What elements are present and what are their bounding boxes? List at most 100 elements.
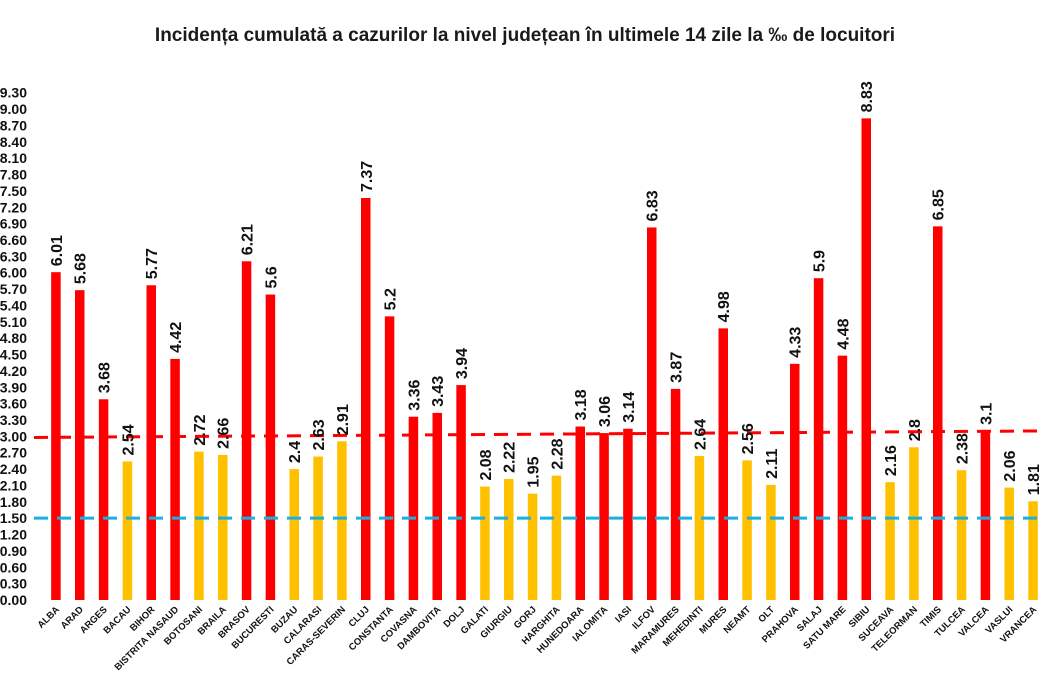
y-tick-label: 1.50: [0, 510, 27, 526]
data-label: 2.63: [311, 419, 328, 450]
bar-teleorman: [909, 447, 919, 600]
data-label: 3.1: [978, 403, 995, 425]
y-tick-label: 9.30: [0, 85, 27, 101]
data-label: 4.48: [835, 318, 852, 349]
bars: [51, 118, 1038, 601]
bar-salaj: [813, 278, 824, 600]
bar-harghita: [551, 475, 562, 600]
bar-caras-severin: [337, 441, 347, 600]
y-tick-label: 4.80: [0, 330, 27, 346]
bar-constanta: [384, 316, 395, 600]
data-label: 6.83: [645, 190, 662, 221]
x-tick-label: NEAMT: [722, 604, 754, 636]
bar-dambovita: [432, 412, 442, 600]
data-labels: 6.01 5.68 3.68 2.54 5.77 4.42 2.72 2.66 6.21 5.6 2…: [49, 81, 1043, 495]
y-tick-label: 3.00: [0, 428, 27, 444]
data-label: 5.6: [263, 266, 280, 288]
data-label: 3.36: [406, 379, 423, 410]
bar-bacau: [122, 461, 133, 600]
data-label: 5.2: [383, 288, 400, 310]
data-label: 7.37: [359, 161, 376, 192]
data-label: 2.28: [549, 438, 566, 469]
bar-bucuresti: [265, 294, 276, 600]
bar-buzau: [289, 469, 299, 600]
bar-dolj: [456, 385, 466, 600]
bar-mehedinti: [694, 456, 705, 600]
threshold-line-red: [33, 429, 1046, 439]
y-tick-label: 4.50: [0, 347, 27, 363]
data-label: 6.21: [240, 224, 257, 255]
data-label: 3.14: [621, 391, 638, 422]
data-label: 2.54: [120, 424, 137, 455]
bar-valcea: [980, 430, 991, 600]
data-label: 2.8: [907, 419, 924, 441]
y-tick-label: 5.10: [0, 314, 27, 330]
bar-iasi: [623, 428, 633, 600]
bar-brasov: [241, 261, 252, 600]
y-tick-label: 7.50: [0, 183, 27, 199]
data-label: 2.66: [216, 418, 233, 449]
data-label: 3.94: [454, 348, 471, 379]
bar-botosani: [194, 451, 204, 600]
data-label: 3.68: [97, 362, 114, 393]
y-tick-label: 3.60: [0, 396, 27, 412]
bar-arges: [98, 399, 109, 600]
y-tick-label: 6.90: [0, 216, 27, 232]
y-tick-label: 3.30: [0, 412, 27, 428]
y-tick-label: 7.80: [0, 167, 27, 183]
data-label: 2.16: [883, 445, 900, 476]
x-tick-label: ALBA: [36, 604, 63, 631]
bar-braila: [218, 454, 228, 600]
y-tick-label: 0.60: [0, 559, 27, 575]
y-tick-label: 6.60: [0, 232, 27, 248]
bar-calarasi: [313, 456, 323, 600]
data-label: 2.91: [335, 404, 352, 435]
x-tick-label: IASI: [613, 604, 634, 625]
data-label: 5.9: [812, 250, 829, 272]
bar-ialomita: [599, 433, 609, 600]
data-label: 4.42: [168, 322, 185, 353]
bar-vaslui: [1004, 487, 1014, 600]
data-label: 2.56: [740, 423, 757, 454]
data-label: 8.83: [859, 81, 876, 112]
data-label: 2.22: [502, 442, 519, 473]
data-label: 2.4: [287, 441, 304, 463]
bar-neamt: [742, 460, 752, 600]
bar-satu-mare: [837, 355, 848, 600]
y-tick-label: 2.40: [0, 461, 27, 477]
data-label: 5.77: [144, 248, 161, 279]
bar-vrancea: [1028, 501, 1038, 600]
y-tick-label: 6.30: [0, 248, 27, 264]
y-tick-label: 6.00: [0, 265, 27, 281]
bar-bistrita-nasaud: [170, 358, 180, 600]
bar-tulcea: [956, 470, 967, 600]
bar-hunedoara: [575, 426, 585, 600]
y-axis: 0.000.300.600.901.201.501.802.102.402.70…: [0, 85, 27, 608]
data-label: 3.87: [669, 352, 686, 383]
bar-covasna: [408, 416, 419, 600]
bar-ilfov: [647, 227, 657, 601]
data-label: 2.06: [1002, 450, 1019, 481]
bar-sibiu: [861, 118, 871, 600]
bar-arad: [75, 290, 85, 600]
data-label: 4.33: [788, 327, 805, 358]
y-tick-label: 2.70: [0, 445, 27, 461]
y-tick-label: 3.90: [0, 379, 27, 395]
data-label: 4.98: [716, 291, 733, 322]
y-tick-label: 8.10: [0, 150, 27, 166]
data-label: 2.08: [478, 449, 495, 480]
y-tick-label: 9.00: [0, 101, 27, 117]
y-tick-label: 0.90: [0, 543, 27, 559]
bar-cluj: [361, 198, 371, 600]
y-tick-label: 4.20: [0, 363, 27, 379]
bar-maramures: [670, 388, 681, 600]
y-tick-label: 8.40: [0, 134, 27, 150]
bar-bihor: [146, 285, 156, 600]
y-tick-label: 5.70: [0, 281, 27, 297]
y-tick-label: 1.20: [0, 527, 27, 543]
data-label: 2.11: [764, 449, 781, 479]
bar-giurgiu: [504, 478, 514, 600]
bar-timis: [933, 226, 943, 600]
y-tick-label: 2.10: [0, 477, 27, 493]
